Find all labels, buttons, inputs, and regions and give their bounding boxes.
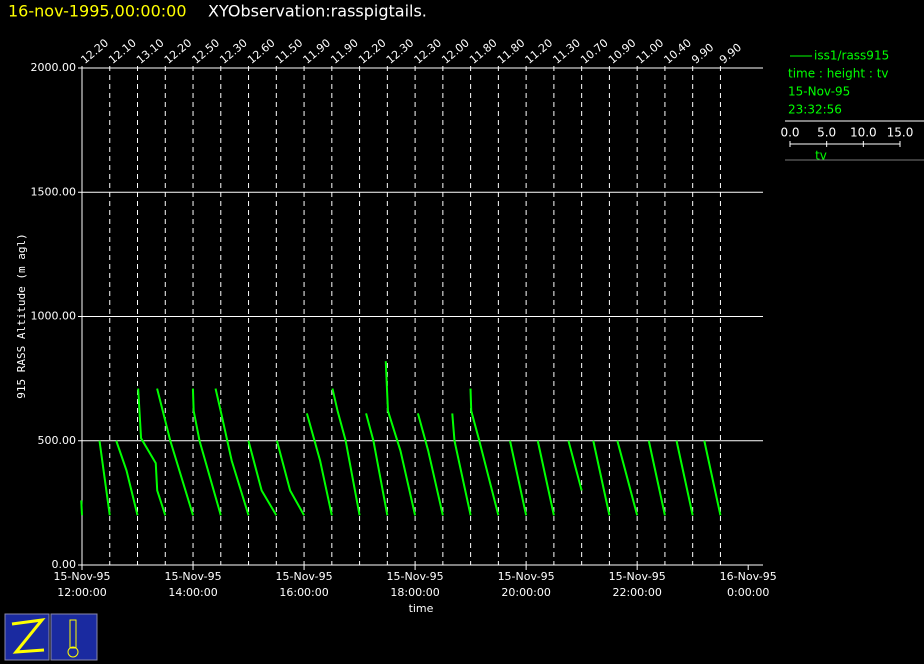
x-tick-label-line: 16:00:00 [279,586,328,599]
obs-label: 13.10 [134,36,166,66]
icon-glyph [11,618,46,654]
y-tick-label: 2000.00 [31,61,77,74]
icon-zebra[interactable] [4,613,50,661]
x-tick-label: 15-Nov-95 20:00:00 [498,570,555,599]
x-tick-label-line: 15-Nov-95 [276,570,333,583]
pigtail [275,440,305,516]
x-tick-label: 15-Nov-95 16:00:00 [276,570,333,599]
x-tick-label-line: 15-Nov-95 [387,570,444,583]
obs-label: 12.30 [412,36,444,66]
y-tick-label: 0.00 [52,558,77,571]
x-tick-label: 16-Nov-95 0:00:00 [720,570,777,599]
x-tick-label-line: 14:00:00 [168,586,217,599]
obs-label: 12.30 [384,36,416,66]
obs-label: 12.20 [162,36,194,66]
y-axis-label: 915 RASS Altitude (m agl) [15,233,28,399]
obs-label: 11.90 [301,36,333,66]
key-label: tv [815,149,827,163]
pigtail [567,440,583,491]
key-tick-label: 5.0 [817,126,836,140]
obs-label: 10.70 [578,36,610,66]
pigtail [703,440,722,516]
pigtail [509,440,528,516]
icon-thermometer[interactable] [50,613,98,661]
pigtail [469,388,500,516]
obs-label: 11.00 [634,36,666,66]
obs-label: 11.90 [328,36,360,66]
x-tick-label-line: 15-Nov-95 [609,570,666,583]
obs-label: 11.80 [467,36,499,66]
chart-title: XYObservation:rasspigtails. [208,2,427,21]
pigtail [80,500,83,516]
pigtail [98,440,111,516]
obs-label: 10.90 [606,36,638,66]
pigtail [305,413,333,516]
pigtail [247,440,278,516]
obs-label: 12.60 [245,36,277,66]
x-tick-label-line: 22:00:00 [612,586,661,599]
pigtail [616,440,639,516]
pigtail [331,388,361,516]
pigtail [365,413,389,516]
obs-label: 12.50 [190,36,222,66]
legend-date: 15-Nov-95 [788,85,850,99]
obs-label: 11.20 [523,36,555,66]
x-tick-label: 15-Nov-95 14:00:00 [164,570,221,599]
legend-fields: time : height : tv [788,67,889,81]
key-tick-label: 10.0 [850,126,877,140]
legend-entry: iss1/rass915 [814,49,889,63]
key-tick-label: 0.0 [780,126,799,140]
pigtail [214,388,250,516]
icon-glyph [69,619,77,649]
obs-label: 12.00 [439,36,471,66]
obs-label: 11.30 [550,36,582,66]
x-tick-label: 15-Nov-95 22:00:00 [609,570,666,599]
pigtail [536,440,555,516]
x-axis-label: time [409,602,434,615]
pigtail [156,388,194,516]
obs-label: 12.20 [79,36,111,66]
obs-label: 12.10 [106,36,138,66]
pigtail [675,440,694,516]
x-tick-label: 15-Nov-95 12:00:00 [53,570,110,599]
obs-label: 12.20 [356,36,388,66]
y-tick-label: 1500.00 [31,185,77,198]
y-tick-label: 500.00 [38,434,77,447]
pigtail [592,440,611,516]
x-tick-label: 15-Nov-95 18:00:00 [387,570,444,599]
x-tick-label-line: 20:00:00 [501,586,550,599]
x-tick-label-line: 15-Nov-95 [498,570,555,583]
pigtail [137,388,167,516]
time-title: 16-nov-1995,00:00:00 [8,2,187,21]
key-tick-label: 15.0 [887,126,914,140]
pigtail [416,413,444,516]
obs-label: 9.90 [717,41,744,67]
icon-box[interactable] [50,613,98,661]
x-tick-label-line: 15-Nov-95 [53,570,110,583]
x-tick-label-line: 16-Nov-95 [720,570,777,583]
obs-label: 9.90 [689,41,716,67]
x-tick-label-line: 18:00:00 [390,586,439,599]
obs-label: 10.40 [661,36,693,66]
obs-label: 11.50 [273,36,305,66]
pigtail [191,388,222,516]
x-tick-label-line: 12:00:00 [57,586,106,599]
legend-time: 23:32:56 [788,103,842,117]
icon-glyph [67,646,79,658]
pigtail [647,440,666,516]
pigtail [115,440,139,516]
x-tick-label-line: 0:00:00 [727,586,769,599]
pigtail [384,361,417,516]
y-tick-label: 1000.00 [31,310,77,323]
obs-label: 12.30 [217,36,249,66]
obs-label: 11.80 [495,36,527,66]
x-tick-label-line: 15-Nov-95 [164,570,221,583]
pigtail [451,413,472,516]
